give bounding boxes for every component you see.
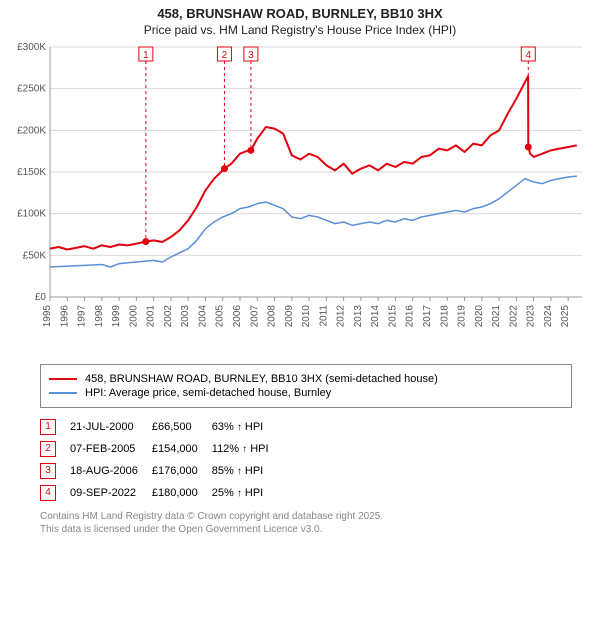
license-text: Contains HM Land Registry data © Crown c… <box>40 510 572 536</box>
legend-label: 458, BRUNSHAW ROAD, BURNLEY, BB10 3HX (s… <box>85 373 438 385</box>
svg-text:£200K: £200K <box>17 125 46 136</box>
marker-pct: 85% ↑ HPI <box>212 460 283 482</box>
svg-text:1998: 1998 <box>94 305 105 328</box>
svg-text:2013: 2013 <box>353 305 364 328</box>
svg-text:4: 4 <box>526 50 532 61</box>
svg-text:2000: 2000 <box>128 305 139 328</box>
svg-text:2025: 2025 <box>560 305 571 328</box>
svg-text:2011: 2011 <box>318 305 329 327</box>
svg-text:2005: 2005 <box>215 305 226 328</box>
marker-badge: 3 <box>40 463 56 479</box>
svg-text:2016: 2016 <box>405 305 416 328</box>
marker-badge: 4 <box>40 485 56 501</box>
marker-badge: 2 <box>40 441 56 457</box>
legend-swatch <box>49 378 77 380</box>
svg-text:2018: 2018 <box>439 305 450 328</box>
legend-label: HPI: Average price, semi-detached house,… <box>85 387 331 399</box>
table-row: 2 07-FEB-2005£154,000112% ↑ HPI <box>40 438 283 460</box>
svg-text:2007: 2007 <box>249 305 260 328</box>
svg-text:2006: 2006 <box>232 305 243 328</box>
marker-pct: 112% ↑ HPI <box>212 438 283 460</box>
marker-date: 21-JUL-2000 <box>70 416 152 438</box>
svg-text:1: 1 <box>143 50 149 61</box>
markers-table: 1 21-JUL-2000£66,50063% ↑ HPI 2 07-FEB-2005… <box>40 416 283 504</box>
marker-pct: 63% ↑ HPI <box>212 416 283 438</box>
price-chart: £0 £50K £100K £150K £200K £250K £300K 1995 1996 1… <box>10 39 590 349</box>
svg-text:£100K: £100K <box>17 209 46 220</box>
marker-date: 07-FEB-2005 <box>70 438 152 460</box>
marker-pct: 25% ↑ HPI <box>212 482 283 504</box>
page-title: 458, BRUNSHAW ROAD, BURNLEY, BB10 3HX <box>0 6 600 21</box>
marker-date: 09-SEP-2022 <box>70 482 152 504</box>
legend: 458, BRUNSHAW ROAD, BURNLEY, BB10 3HX (s… <box>40 364 572 408</box>
svg-text:2019: 2019 <box>457 305 468 328</box>
legend-item-hpi: HPI: Average price, semi-detached house,… <box>49 387 563 399</box>
table-row: 4 09-SEP-2022£180,00025% ↑ HPI <box>40 482 283 504</box>
svg-text:1996: 1996 <box>59 305 70 328</box>
marker-price: £66,500 <box>152 416 212 438</box>
marker-price: £176,000 <box>152 460 212 482</box>
legend-item-price-paid: 458, BRUNSHAW ROAD, BURNLEY, BB10 3HX (s… <box>49 373 563 385</box>
svg-text:2004: 2004 <box>197 305 208 328</box>
svg-text:£0: £0 <box>35 292 47 303</box>
svg-text:2017: 2017 <box>422 305 433 328</box>
svg-text:1995: 1995 <box>42 305 53 328</box>
svg-text:£250K: £250K <box>17 84 46 95</box>
svg-text:2020: 2020 <box>474 305 485 328</box>
svg-text:2012: 2012 <box>336 305 347 328</box>
legend-swatch <box>49 392 77 394</box>
svg-text:3: 3 <box>248 50 254 61</box>
marker-price: £154,000 <box>152 438 212 460</box>
marker-badge: 1 <box>40 419 56 435</box>
svg-text:2014: 2014 <box>370 305 381 328</box>
svg-text:2: 2 <box>222 50 228 61</box>
svg-text:2021: 2021 <box>491 305 502 328</box>
page-subtitle: Price paid vs. HM Land Registry's House … <box>0 23 600 37</box>
svg-text:1999: 1999 <box>111 305 122 328</box>
svg-text:2001: 2001 <box>146 305 157 328</box>
svg-text:£150K: £150K <box>17 167 46 178</box>
marker-price: £180,000 <box>152 482 212 504</box>
marker-date: 18-AUG-2006 <box>70 460 152 482</box>
svg-text:2023: 2023 <box>526 305 537 328</box>
svg-text:1997: 1997 <box>77 305 88 328</box>
table-row: 3 18-AUG-2006£176,00085% ↑ HPI <box>40 460 283 482</box>
svg-text:£300K: £300K <box>17 42 46 53</box>
svg-text:2008: 2008 <box>267 305 278 328</box>
svg-text:2003: 2003 <box>180 305 191 328</box>
svg-text:2022: 2022 <box>508 305 519 328</box>
svg-text:£50K: £50K <box>23 250 47 261</box>
svg-text:2024: 2024 <box>543 305 554 328</box>
license-line: This data is licensed under the Open Gov… <box>40 523 572 536</box>
table-row: 1 21-JUL-2000£66,50063% ↑ HPI <box>40 416 283 438</box>
svg-text:2009: 2009 <box>284 305 295 328</box>
svg-text:2002: 2002 <box>163 305 174 328</box>
license-line: Contains HM Land Registry data © Crown c… <box>40 510 572 523</box>
svg-text:2010: 2010 <box>301 305 312 328</box>
svg-text:2015: 2015 <box>387 305 398 328</box>
